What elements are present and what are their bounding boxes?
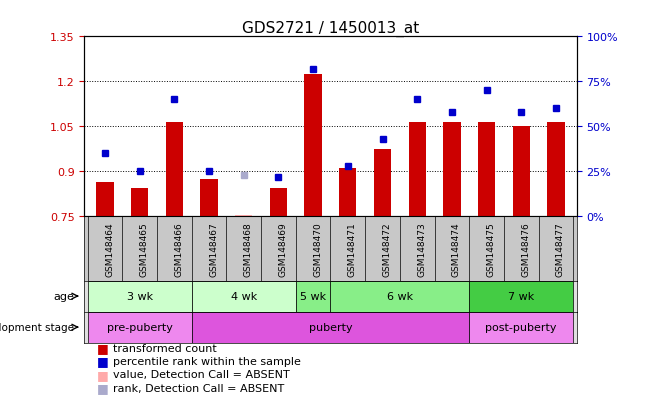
Bar [87, 312, 192, 343]
Text: value, Detection Call = ABSENT: value, Detection Call = ABSENT [113, 370, 290, 380]
Text: 7 wk: 7 wk [508, 291, 535, 301]
Text: GSM148472: GSM148472 [382, 222, 391, 276]
Text: rank, Detection Call = ABSENT: rank, Detection Call = ABSENT [113, 383, 284, 393]
Text: GSM148475: GSM148475 [487, 222, 496, 277]
Bar [469, 312, 573, 343]
Text: GSM148473: GSM148473 [417, 222, 426, 277]
Text: percentile rank within the sample: percentile rank within the sample [113, 356, 301, 366]
Text: ■: ■ [97, 355, 109, 368]
Text: 3 wk: 3 wk [126, 291, 153, 301]
Bar [478, 123, 495, 217]
Bar [513, 127, 530, 217]
Text: puberty: puberty [308, 322, 353, 332]
Bar [548, 123, 564, 217]
Bar [131, 188, 148, 217]
Title: GDS2721 / 1450013_at: GDS2721 / 1450013_at [242, 21, 419, 37]
Text: GSM148464: GSM148464 [105, 222, 114, 276]
Bar [469, 281, 573, 312]
Bar [200, 179, 218, 217]
Bar [443, 123, 461, 217]
Bar [408, 123, 426, 217]
Bar [270, 188, 287, 217]
Text: GSM148468: GSM148468 [244, 222, 253, 277]
Text: post-puberty: post-puberty [485, 322, 557, 332]
Text: development stage: development stage [0, 322, 75, 332]
Text: GSM148476: GSM148476 [521, 222, 530, 277]
Bar [192, 281, 295, 312]
Bar [192, 312, 469, 343]
Text: age: age [54, 291, 75, 301]
Text: GSM148474: GSM148474 [452, 222, 461, 276]
Bar [374, 150, 391, 217]
Text: GSM148466: GSM148466 [174, 222, 183, 277]
Text: 5 wk: 5 wk [300, 291, 326, 301]
Text: GSM148477: GSM148477 [556, 222, 565, 277]
Bar [87, 281, 192, 312]
Text: 4 wk: 4 wk [231, 291, 257, 301]
Text: ■: ■ [97, 382, 109, 394]
Text: GSM148471: GSM148471 [348, 222, 357, 277]
Text: GSM148465: GSM148465 [140, 222, 149, 277]
Text: transformed count: transformed count [113, 343, 217, 353]
Bar [295, 281, 330, 312]
Text: 6 wk: 6 wk [387, 291, 413, 301]
Text: GSM148469: GSM148469 [279, 222, 288, 277]
Bar [305, 75, 322, 217]
Text: ■: ■ [97, 341, 109, 354]
Bar [339, 169, 356, 217]
Bar [330, 281, 469, 312]
Text: GSM148467: GSM148467 [209, 222, 218, 277]
Text: ■: ■ [97, 368, 109, 381]
Bar [166, 123, 183, 217]
Text: GSM148470: GSM148470 [313, 222, 322, 277]
Text: pre-puberty: pre-puberty [107, 322, 172, 332]
Bar [235, 215, 253, 217]
Bar [97, 183, 113, 217]
